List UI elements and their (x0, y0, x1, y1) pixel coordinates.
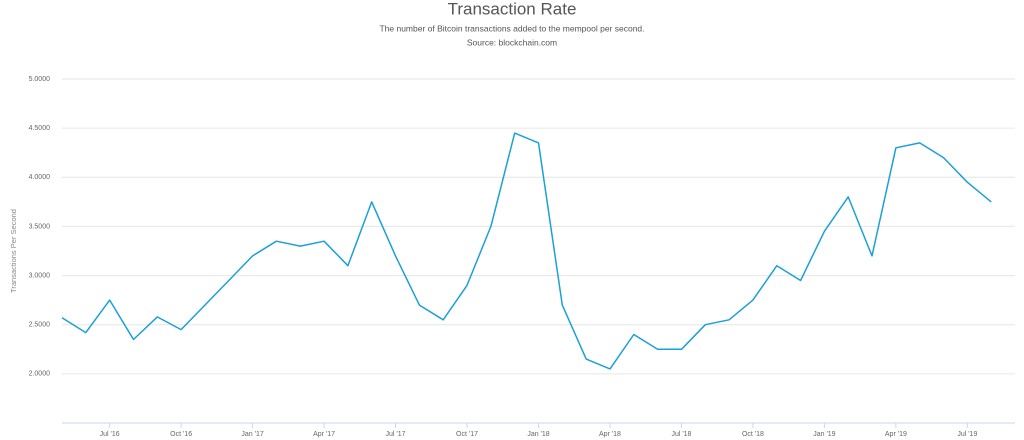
y-tick-label: 4.0000 (29, 174, 51, 181)
x-tick-label: Jul '17 (386, 431, 406, 438)
x-tick-label: Apr '18 (599, 431, 621, 438)
y-tick-label: 4.5000 (29, 125, 51, 132)
y-tick-label: 2.0000 (29, 371, 51, 378)
chart-subtitle: The number of Bitcoin transactions added… (379, 23, 644, 33)
y-tick-label: 2.5000 (29, 322, 51, 329)
y-axis-label: Transactions Per Second (9, 209, 18, 293)
x-tick-label: Jan '18 (527, 431, 549, 438)
data-line (61, 132, 992, 370)
x-tick-label: Jul '16 (100, 431, 120, 438)
chart-source: Source: blockchain.com (467, 37, 557, 47)
y-tick-label: 3.5000 (29, 223, 51, 230)
x-tick-label: Jan '17 (241, 431, 263, 438)
x-tick-label: Oct '18 (742, 431, 764, 438)
x-tick-label: Jan '19 (813, 431, 835, 438)
y-tick-label: 3.0000 (29, 272, 51, 279)
y-tick-label: 5.0000 (29, 76, 51, 83)
x-tick-label: Apr '19 (885, 431, 907, 438)
x-tick-label: Jul '18 (671, 431, 691, 438)
chart-title: Transaction Rate (448, 0, 577, 18)
x-tick-label: Oct '16 (170, 431, 192, 438)
x-tick-label: Apr '17 (313, 431, 335, 438)
x-tick-label: Jul '19 (957, 431, 977, 438)
x-tick-label: Oct '17 (456, 431, 478, 438)
